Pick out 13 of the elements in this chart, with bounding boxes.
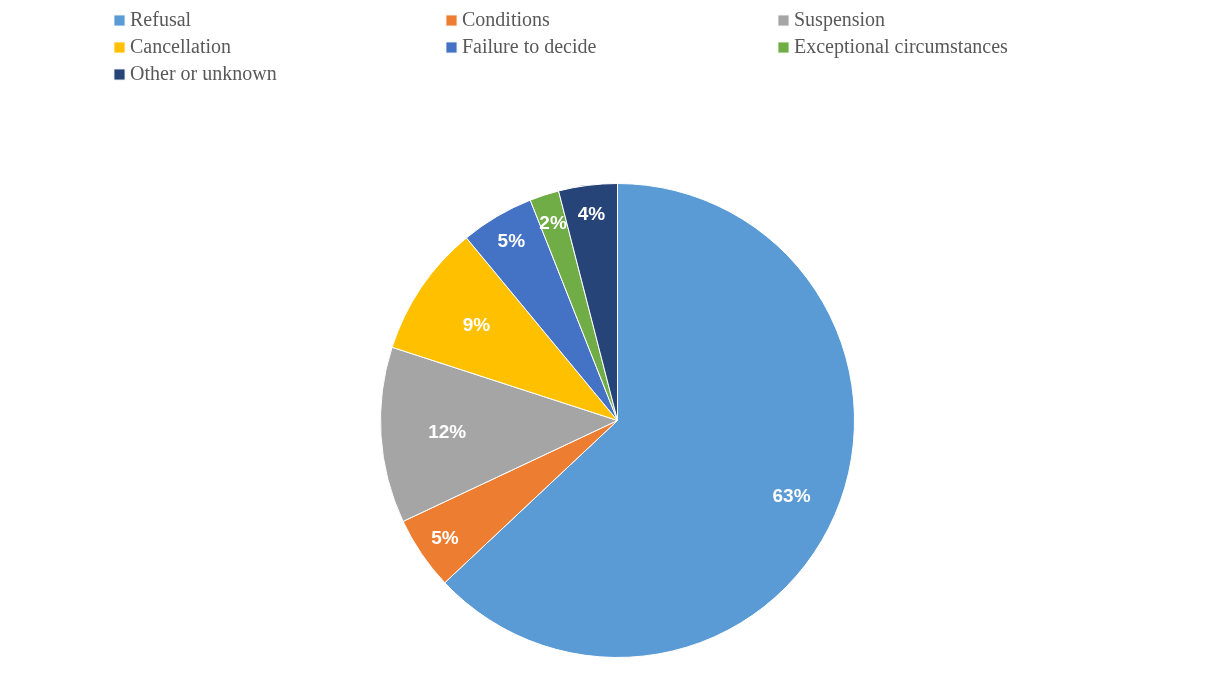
data-label: 5%	[497, 230, 526, 252]
legend-label: Failure to decide	[462, 35, 598, 58]
data-label: 4%	[577, 203, 606, 225]
legend-label: Exceptional circumstances	[794, 35, 1009, 58]
data-label: 63%	[772, 485, 811, 507]
data-label: 5%	[431, 527, 459, 549]
legend-label: Suspension	[794, 8, 887, 31]
legend-label: Other or unknown	[130, 62, 278, 85]
legend-label: Conditions	[462, 8, 551, 31]
data-label: 9%	[462, 314, 491, 336]
legend-label: Cancellation	[130, 35, 233, 58]
legend-label: Refusal	[130, 8, 193, 31]
data-label: 12%	[428, 420, 467, 442]
